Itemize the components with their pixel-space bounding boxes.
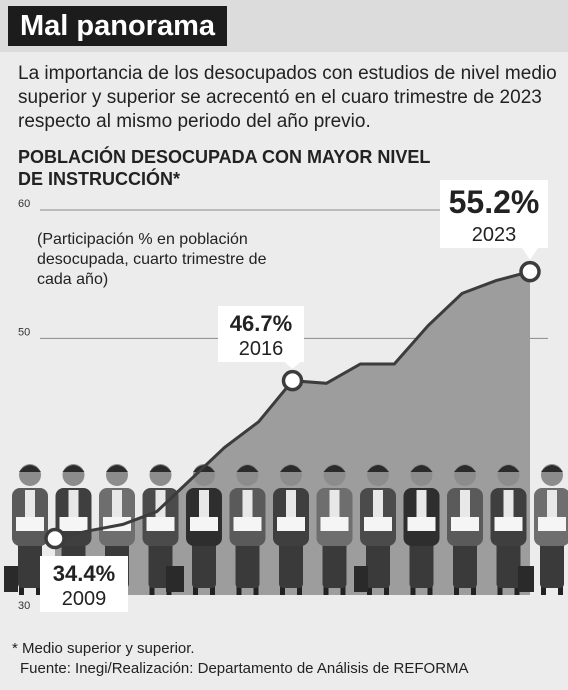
data-label-value: 46.7% [230,311,292,336]
person-figure [229,464,266,595]
source-credit: Fuente: Inegi/Realización: Departamento … [20,660,469,677]
person-figure [273,464,309,595]
briefcase-icon [4,566,18,592]
briefcase-icon [354,566,368,592]
y-tick-label: 60 [18,198,30,210]
briefcase-icon [518,566,534,592]
job-seekers-waiting-icon [4,464,568,595]
person-figure [316,464,353,595]
intro-text: La importancia de los desocupados con es… [18,63,557,132]
data-label-year: 2016 [239,338,284,360]
person-figure [12,464,48,595]
data-label-value: 34.4% [53,561,115,586]
data-point-marker [519,260,541,283]
person-figure [447,464,483,595]
headline: Mal panorama [8,6,227,46]
person-figure [403,464,440,595]
y-tick-label: 30 [18,600,30,612]
data-point-marker [44,527,66,550]
callout-box [40,556,128,612]
data-label-year: 2023 [472,224,517,246]
data-point-marker [281,369,304,392]
briefcase-icon [166,566,184,592]
person-figure [142,464,179,595]
data-label-value: 55.2% [449,184,540,220]
header-bar: Mal panorama [0,0,568,52]
person-figure [360,464,396,595]
chart-title: POBLACIÓN DESOCUPADA CON MAYOR NIVEL DE … [18,147,431,189]
y-tick-label: 50 [18,326,30,338]
data-label-year: 2009 [62,588,107,610]
callout-box [218,306,304,362]
person-figure [186,464,222,595]
footnote: * Medio superior y superior. [12,640,195,657]
callout-box [440,180,548,248]
person-figure [490,464,527,595]
chart-subtitle: (Participación % en población desocupada… [37,231,267,288]
person-figure [534,464,568,595]
